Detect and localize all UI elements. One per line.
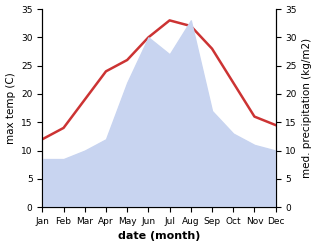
Y-axis label: med. precipitation (kg/m2): med. precipitation (kg/m2): [302, 38, 313, 178]
Y-axis label: max temp (C): max temp (C): [5, 72, 16, 144]
X-axis label: date (month): date (month): [118, 231, 200, 242]
